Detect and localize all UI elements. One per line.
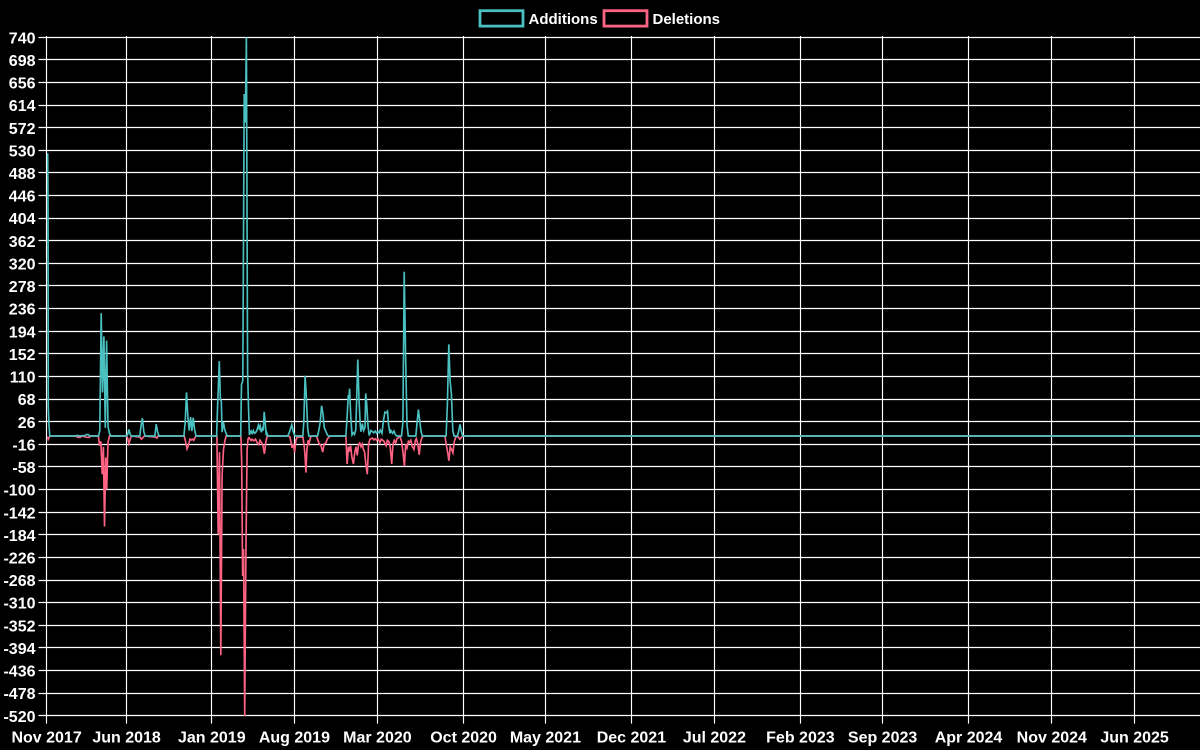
svg-text:Deletions: Deletions	[653, 11, 721, 28]
svg-text:-436: -436	[3, 664, 35, 681]
svg-text:68: 68	[18, 392, 36, 409]
svg-text:26: 26	[18, 415, 36, 432]
svg-text:740: 740	[9, 30, 36, 47]
svg-text:614: 614	[9, 98, 36, 115]
svg-text:Jan 2019: Jan 2019	[178, 730, 246, 747]
svg-text:-16: -16	[12, 437, 35, 454]
svg-text:404: 404	[9, 211, 36, 228]
svg-text:Mar 2020: Mar 2020	[343, 730, 412, 747]
svg-text:698: 698	[9, 53, 36, 70]
svg-text:236: 236	[9, 302, 36, 319]
svg-text:572: 572	[9, 121, 36, 138]
svg-text:110: 110	[10, 370, 36, 387]
svg-text:Sep 2023: Sep 2023	[848, 730, 917, 747]
svg-text:194: 194	[9, 324, 36, 341]
svg-text:Nov 2024: Nov 2024	[1017, 730, 1087, 747]
svg-text:Additions: Additions	[529, 11, 598, 28]
svg-text:-100: -100	[3, 483, 35, 500]
svg-text:-58: -58	[12, 460, 35, 477]
svg-text:656: 656	[9, 76, 36, 93]
svg-text:Aug 2019: Aug 2019	[259, 730, 330, 747]
svg-text:Feb 2023: Feb 2023	[766, 730, 835, 747]
svg-text:Jun 2018: Jun 2018	[92, 730, 161, 747]
svg-text:152: 152	[9, 347, 36, 364]
svg-text:-226: -226	[3, 551, 35, 568]
svg-text:-184: -184	[3, 528, 35, 545]
svg-text:362: 362	[9, 234, 36, 251]
svg-text:-268: -268	[3, 573, 35, 590]
svg-text:Jun 2025: Jun 2025	[1100, 730, 1169, 747]
svg-text:May 2021: May 2021	[510, 730, 581, 747]
svg-text:-142: -142	[3, 505, 35, 522]
svg-text:Apr 2024: Apr 2024	[935, 730, 1003, 747]
svg-text:Jul 2022: Jul 2022	[683, 730, 746, 747]
svg-text:530: 530	[9, 143, 36, 160]
svg-text:-352: -352	[3, 618, 35, 635]
svg-text:Nov 2017: Nov 2017	[11, 730, 81, 747]
svg-text:278: 278	[9, 279, 36, 296]
svg-text:Dec 2021: Dec 2021	[597, 730, 666, 747]
svg-text:-310: -310	[3, 596, 35, 613]
svg-text:-520: -520	[3, 709, 35, 726]
svg-text:Oct 2020: Oct 2020	[430, 730, 497, 747]
svg-text:-478: -478	[3, 686, 35, 703]
svg-text:488: 488	[9, 166, 36, 183]
svg-text:446: 446	[9, 189, 36, 206]
svg-text:320: 320	[9, 257, 36, 274]
svg-text:-394: -394	[3, 641, 35, 658]
